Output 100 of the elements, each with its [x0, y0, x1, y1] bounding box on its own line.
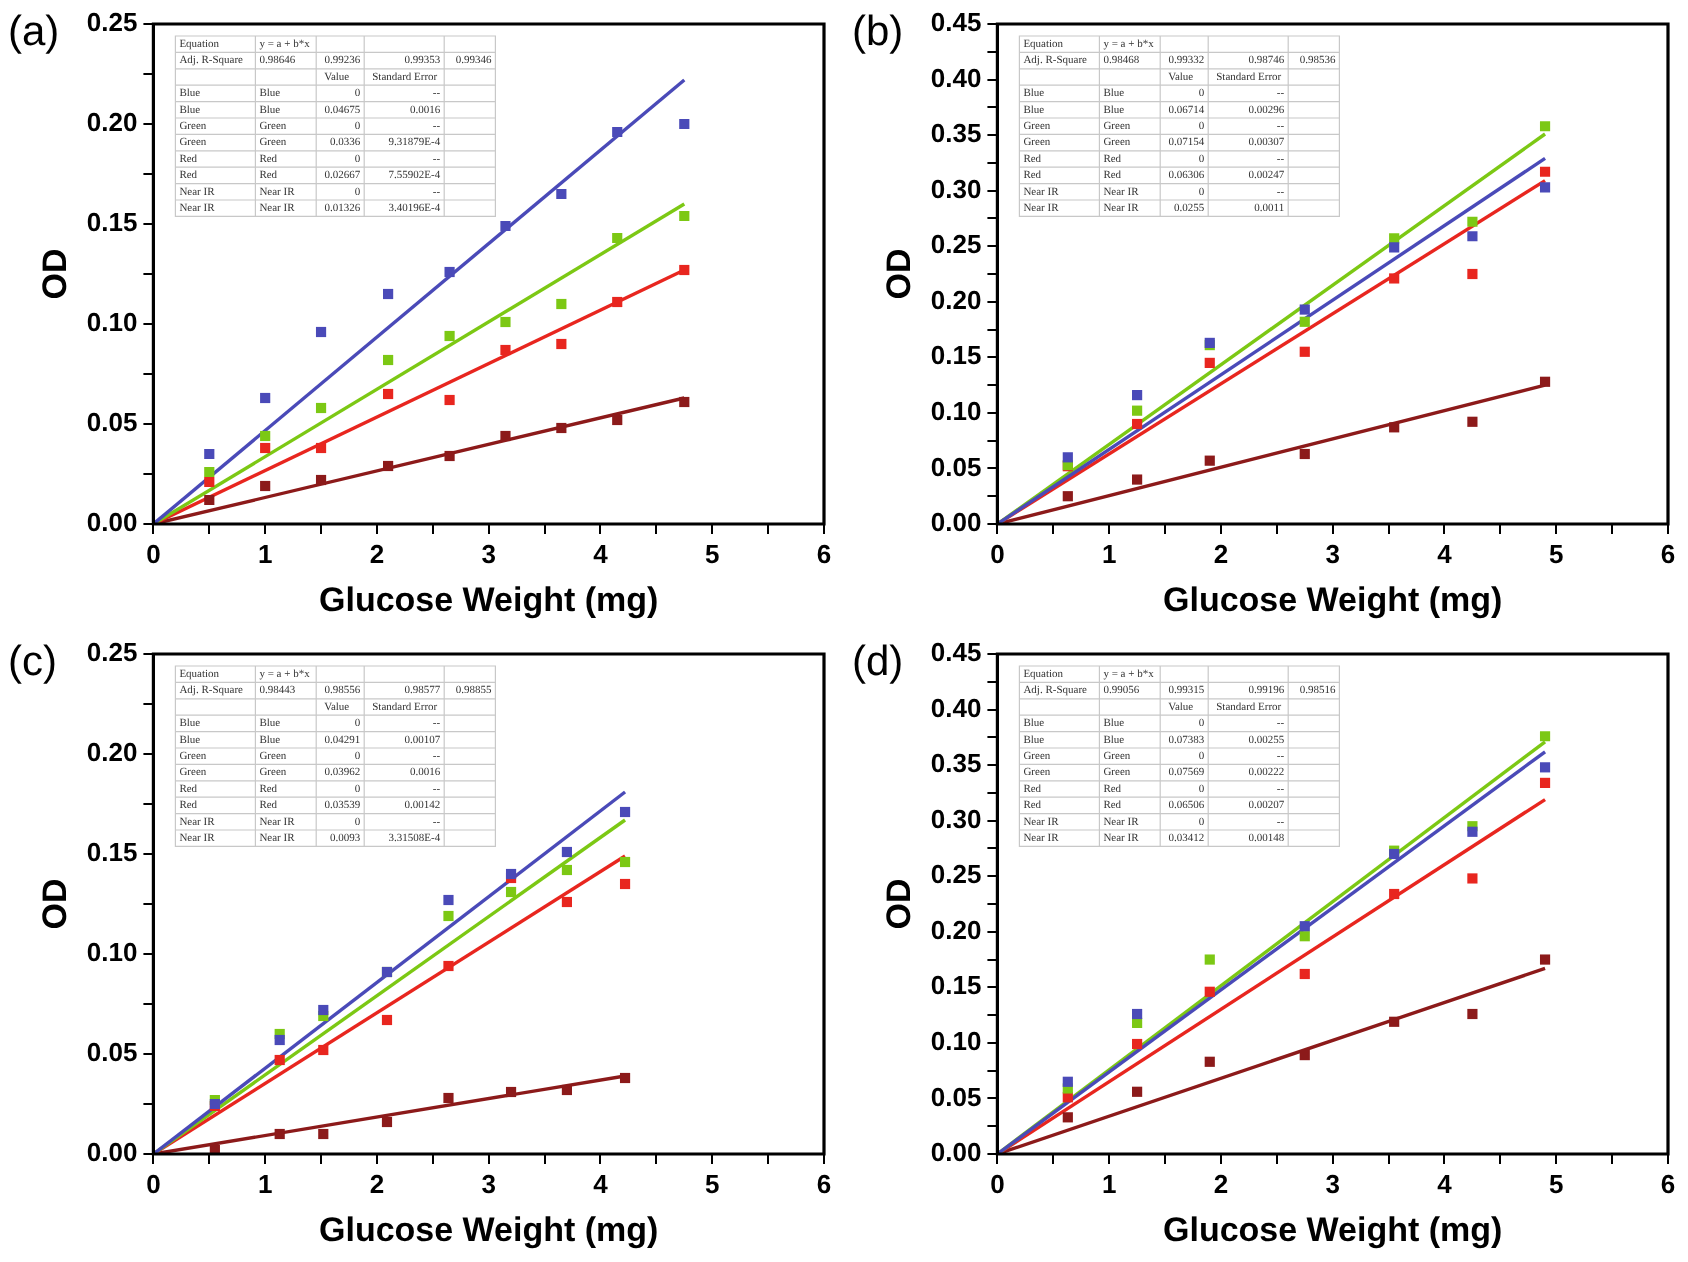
x-tick-label: 4	[593, 1168, 610, 1199]
point	[444, 394, 455, 406]
y-tick-label: 0.25	[930, 859, 982, 890]
point	[679, 396, 690, 408]
point	[444, 450, 455, 462]
point	[1389, 1016, 1400, 1027]
point	[1132, 474, 1143, 485]
y-tick-label: 0.15	[86, 837, 138, 868]
point	[612, 126, 623, 138]
point	[1539, 777, 1551, 788]
x-axis-title: Glucose Weight (mg)	[1163, 1210, 1503, 1249]
y-tick-label: 0.00	[86, 1137, 138, 1168]
point	[1539, 731, 1551, 742]
point	[204, 448, 215, 460]
point	[1062, 1076, 1073, 1087]
y-tick-label: 0.25	[86, 7, 138, 38]
point	[1539, 121, 1551, 132]
y-tick-label: 0.10	[930, 1026, 982, 1057]
y-tick-label: 0.20	[930, 284, 982, 315]
point	[1389, 888, 1400, 900]
point	[561, 846, 573, 858]
point	[679, 210, 690, 222]
point	[1539, 376, 1551, 387]
x-tick-label: 3	[481, 1168, 496, 1199]
x-tick-label: 6	[1660, 1168, 1676, 1199]
point	[1467, 826, 1478, 837]
x-tick-label: 2	[1213, 538, 1229, 569]
y-tick-label: 0.30	[930, 803, 982, 834]
y-axis-title: OD	[879, 248, 918, 300]
x-tick-label: 2	[369, 1168, 385, 1199]
point	[1132, 1086, 1143, 1097]
x-tick-label: 1	[257, 1168, 273, 1199]
point	[318, 1128, 329, 1140]
point	[1539, 182, 1551, 193]
point	[1467, 231, 1478, 242]
point	[561, 1084, 573, 1096]
point	[1132, 1038, 1143, 1050]
y-axis-title: OD	[35, 878, 74, 930]
point	[1467, 1008, 1478, 1020]
point	[619, 806, 631, 818]
point	[315, 442, 327, 454]
x-axis-title: Glucose Weight (mg)	[319, 1210, 659, 1249]
y-tick-label: 0.35	[930, 748, 982, 779]
point	[443, 960, 454, 972]
point	[1539, 166, 1551, 177]
x-tick-label: 5	[705, 538, 720, 569]
point	[1204, 455, 1215, 466]
point	[556, 298, 567, 310]
y-axis-title: OD	[879, 878, 918, 930]
point	[505, 886, 517, 898]
point	[1062, 452, 1073, 463]
point	[619, 1072, 631, 1084]
chart-title: (c)	[8, 638, 57, 685]
point	[383, 354, 394, 366]
chart-title: (d)	[852, 638, 904, 685]
x-tick-label: 5	[1549, 1168, 1564, 1199]
y-tick-label: 0.15	[930, 970, 982, 1001]
y-tick-label: 0.05	[930, 451, 982, 482]
y-tick-label: 0.25	[86, 637, 138, 668]
point	[1299, 931, 1310, 942]
y-tick-label: 0.15	[86, 207, 138, 238]
x-tick-label: 2	[1213, 1168, 1229, 1199]
chart-title: (a)	[8, 8, 60, 55]
point	[679, 264, 690, 276]
point	[1132, 418, 1143, 430]
point	[1389, 242, 1400, 253]
point	[383, 288, 394, 300]
y-tick-label: 0.20	[86, 737, 138, 768]
x-tick-label: 6	[816, 538, 832, 569]
y-tick-label: 0.25	[930, 229, 982, 260]
point	[1539, 954, 1551, 965]
point	[505, 1086, 517, 1098]
point	[1467, 873, 1478, 884]
point	[556, 188, 567, 200]
y-tick-label: 0.00	[930, 507, 982, 538]
point	[1299, 316, 1310, 327]
x-tick-label: 2	[369, 538, 385, 569]
y-axis-title: OD	[35, 248, 74, 300]
point	[381, 1116, 393, 1128]
y-tick-label: 0.20	[930, 914, 982, 945]
point	[1132, 405, 1143, 416]
point	[444, 266, 455, 278]
point	[318, 1004, 329, 1016]
point	[383, 388, 394, 400]
y-tick-label: 0.05	[86, 1037, 138, 1068]
point	[612, 232, 623, 244]
point	[274, 1054, 285, 1066]
point	[274, 1128, 285, 1140]
y-tick-label: 0.05	[86, 407, 138, 438]
point	[1467, 268, 1478, 280]
point	[204, 466, 215, 478]
point	[1299, 448, 1310, 460]
x-tick-label: 4	[593, 538, 610, 569]
x-tick-label: 0	[990, 538, 1005, 569]
point	[1389, 422, 1400, 433]
point	[1299, 968, 1310, 980]
x-tick-label: 1	[257, 538, 273, 569]
x-tick-label: 6	[816, 1168, 832, 1199]
x-tick-label: 3	[1325, 1168, 1340, 1199]
x-tick-label: 4	[1437, 1168, 1454, 1199]
